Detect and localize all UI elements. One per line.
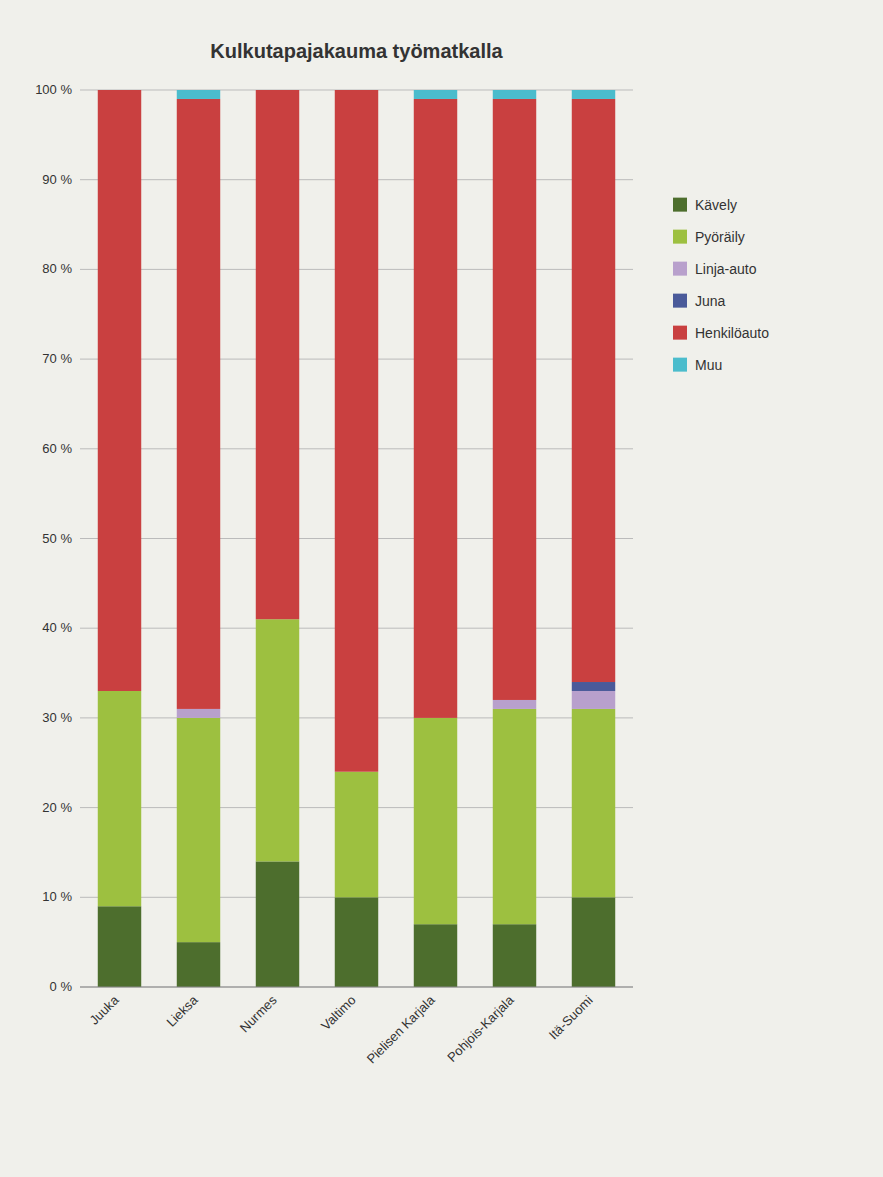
bar-segment: [572, 99, 615, 682]
legend-label: Muu: [695, 357, 722, 373]
legend-swatch: [673, 294, 687, 308]
y-tick-label: 60 %: [42, 441, 72, 456]
bar-segment: [572, 897, 615, 987]
y-tick-label: 100 %: [35, 82, 72, 97]
y-tick-label: 0 %: [50, 979, 73, 994]
chart: Kulkutapajakauma työmatkalla 0 % 10 % 20 % 3…: [0, 0, 883, 1177]
bar-segment: [98, 90, 141, 691]
bar-segment: [493, 99, 536, 700]
y-tick-label: 10 %: [42, 889, 72, 904]
bar-segment: [493, 709, 536, 924]
bar-segment: [572, 709, 615, 897]
bar-segment: [98, 906, 141, 987]
bar-segment: [493, 924, 536, 987]
bar-segment: [177, 90, 220, 99]
legend-label: Juna: [695, 293, 726, 309]
legend-label: Henkilöauto: [695, 325, 769, 341]
x-tick-label: Lieksa: [163, 992, 201, 1030]
bar-segment: [98, 90, 141, 91]
bar-segment: [335, 897, 378, 987]
bar-segment: [256, 90, 299, 619]
bar-segment: [414, 718, 457, 924]
bar-segment: [414, 99, 457, 718]
legend-label: Linja-auto: [695, 261, 757, 277]
y-tick-label: 20 %: [42, 800, 72, 815]
bar-segment: [177, 709, 220, 718]
legend-swatch: [673, 358, 687, 372]
bar-segment: [493, 700, 536, 709]
bar-segment: [572, 682, 615, 691]
bars: [98, 90, 615, 987]
grid: [80, 90, 633, 987]
title: Kulkutapajakauma työmatkalla: [210, 40, 503, 62]
y-tick-label: 40 %: [42, 620, 72, 635]
legend-swatch: [673, 326, 687, 340]
legend: Kävely Pyöräily Linja-auto Juna Henkilöauto M…: [673, 197, 769, 373]
x-axis-line: [80, 987, 633, 988]
bar-segment: [572, 90, 615, 99]
bar-segment: [256, 619, 299, 861]
x-tick-label: Pielisen Karjala: [364, 992, 439, 1067]
bar-segment: [177, 718, 220, 942]
y-tick-label: 50 %: [42, 531, 72, 546]
legend-swatch: [673, 262, 687, 276]
bar-segment: [335, 90, 378, 91]
bar-segment: [256, 861, 299, 987]
bar-segment: [335, 90, 378, 772]
x-tick-label: Juuka: [86, 992, 122, 1028]
y-tick-label: 30 %: [42, 710, 72, 725]
chart-container: Kulkutapajakauma työmatkalla 0 % 10 % 20 % 3…: [0, 0, 883, 1177]
bar-segment: [256, 90, 299, 91]
bar-segment: [335, 772, 378, 898]
bar-segment: [177, 942, 220, 987]
x-tick-label: Valtimo: [318, 993, 359, 1034]
y-tick-label: 90 %: [42, 172, 72, 187]
x-tick-label: Itä-Suomi: [546, 992, 596, 1042]
bar-segment: [414, 90, 457, 99]
x-tick-label: Pohjois-Karjala: [444, 992, 517, 1065]
bar-segment: [177, 99, 220, 709]
legend-swatch: [673, 230, 687, 244]
grid-line: [80, 987, 633, 988]
y-tick-label: 80 %: [42, 261, 72, 276]
legend-swatch: [673, 198, 687, 212]
bar-segment: [493, 90, 536, 99]
x-tick-label: Nurmes: [237, 992, 280, 1035]
bar-segment: [572, 691, 615, 709]
legend-label: Kävely: [695, 197, 737, 213]
legend-label: Pyöräily: [695, 229, 745, 245]
bar-segment: [98, 691, 141, 906]
y-tick-label: 70 %: [42, 351, 72, 366]
bar-segment: [414, 924, 457, 987]
